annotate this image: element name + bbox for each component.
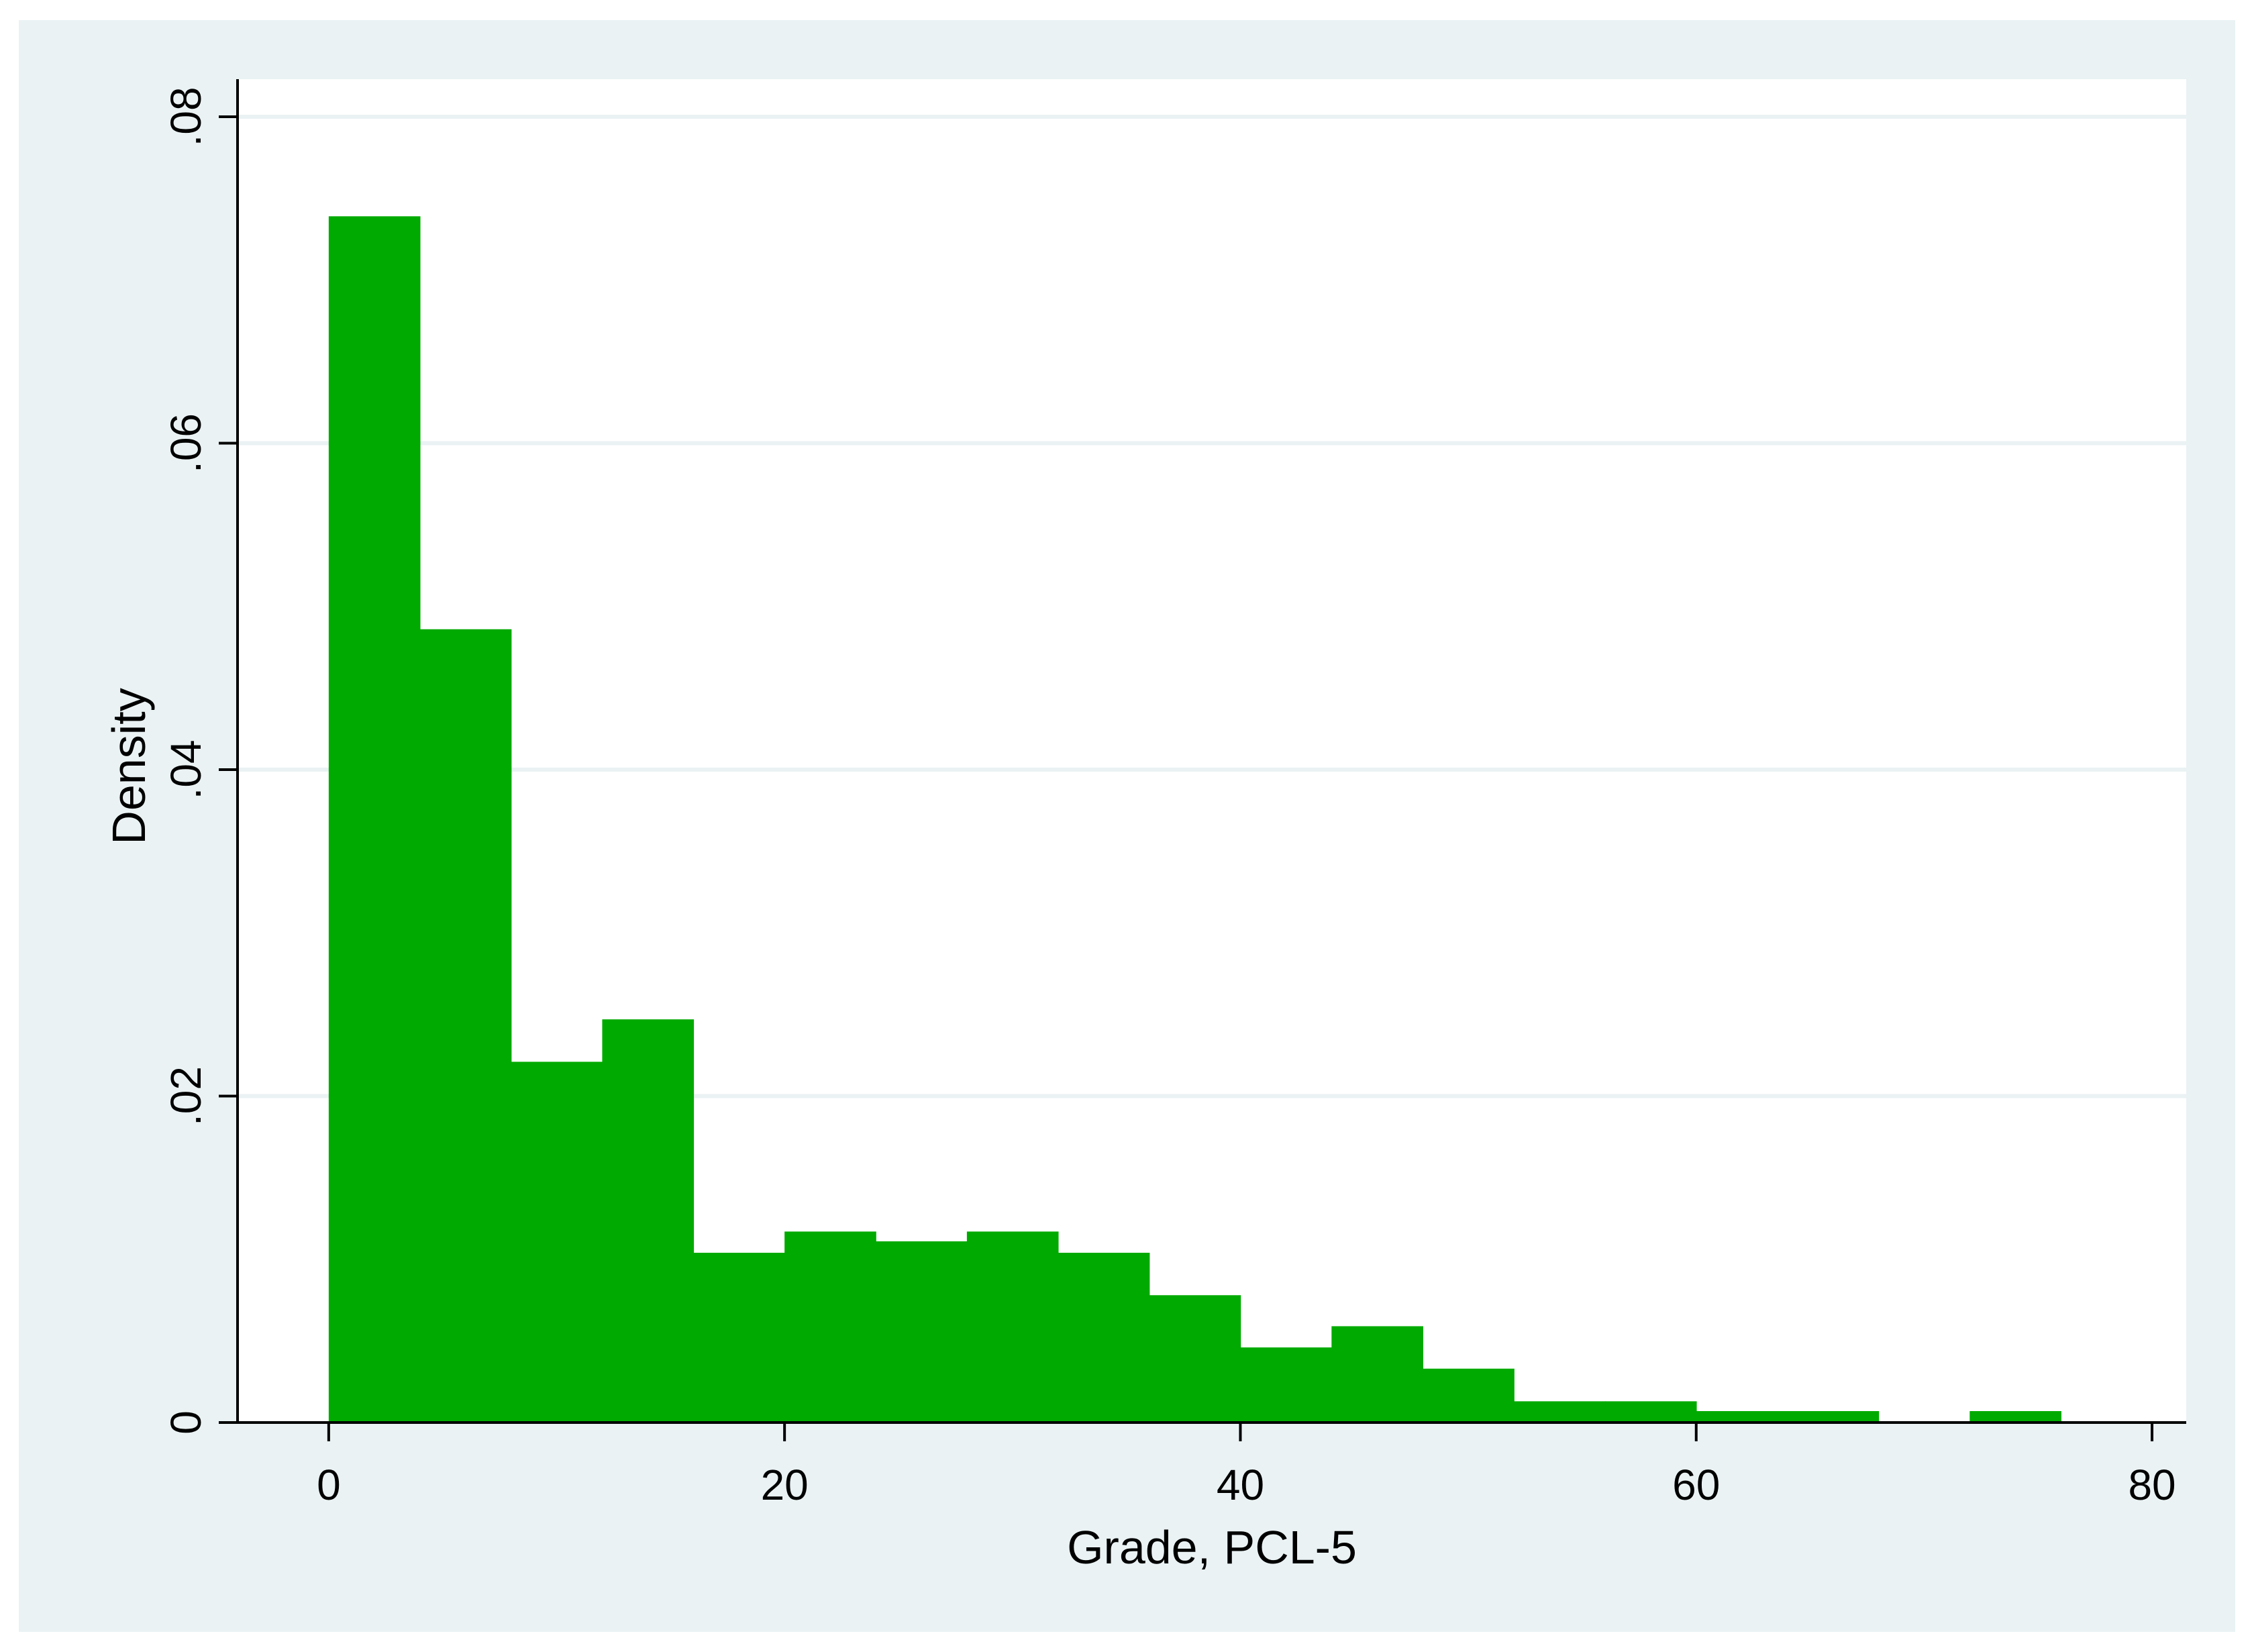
tick-labels: 0 .02 .04 .06 .08 0 20 40 60 80	[162, 87, 2176, 1509]
y-tick-label-1: .02	[162, 1066, 210, 1126]
y-tick-label-4: .08	[162, 87, 210, 146]
histogram-bar-3	[602, 1019, 695, 1423]
histogram-bar-2	[511, 1062, 603, 1423]
histogram-bar-11	[1331, 1326, 1423, 1423]
histogram-chart: 0 .02 .04 .06 .08 0 20 40 60 80 Grade, PCL-5 Dens…	[103, 79, 2186, 1573]
x-tick-label-0: 0	[317, 1461, 341, 1509]
histogram-bar-4	[693, 1253, 785, 1423]
axes	[219, 79, 2186, 1441]
histogram-bar-9	[1149, 1295, 1241, 1423]
x-tick-label-4: 80	[2128, 1461, 2175, 1509]
y-tick-label-3: .06	[162, 413, 210, 473]
y-axis-title: Density	[103, 688, 155, 844]
histogram-bar-0	[328, 216, 421, 1423]
histogram-bar-18	[1969, 1410, 2061, 1423]
histogram-bar-6	[876, 1241, 968, 1423]
x-tick-label-2: 40	[1217, 1461, 1264, 1509]
y-tick-label-0: 0	[162, 1410, 210, 1435]
histogram-bar-14	[1604, 1401, 1697, 1423]
histogram-bar-8	[1058, 1253, 1150, 1423]
x-tick-label-3: 60	[1672, 1461, 1720, 1509]
histogram-bar-12	[1423, 1368, 1515, 1423]
histogram-bars	[328, 216, 2061, 1423]
histogram-bar-13	[1514, 1401, 1606, 1423]
x-tick-label-1: 20	[761, 1461, 809, 1509]
histogram-bar-7	[966, 1231, 1059, 1423]
y-tick-label-2: .04	[162, 739, 210, 799]
histogram-bar-16	[1787, 1410, 1880, 1423]
x-axis-title: Grade, PCL-5	[1067, 1521, 1357, 1573]
histogram-bar-15	[1696, 1410, 1788, 1423]
histogram-bar-10	[1240, 1347, 1333, 1423]
histogram-bar-1	[419, 629, 512, 1423]
histogram-bar-5	[784, 1231, 876, 1423]
chart-frame: 0 .02 .04 .06 .08 0 20 40 60 80 Grade, PCL-5 Dens…	[19, 20, 2235, 1632]
